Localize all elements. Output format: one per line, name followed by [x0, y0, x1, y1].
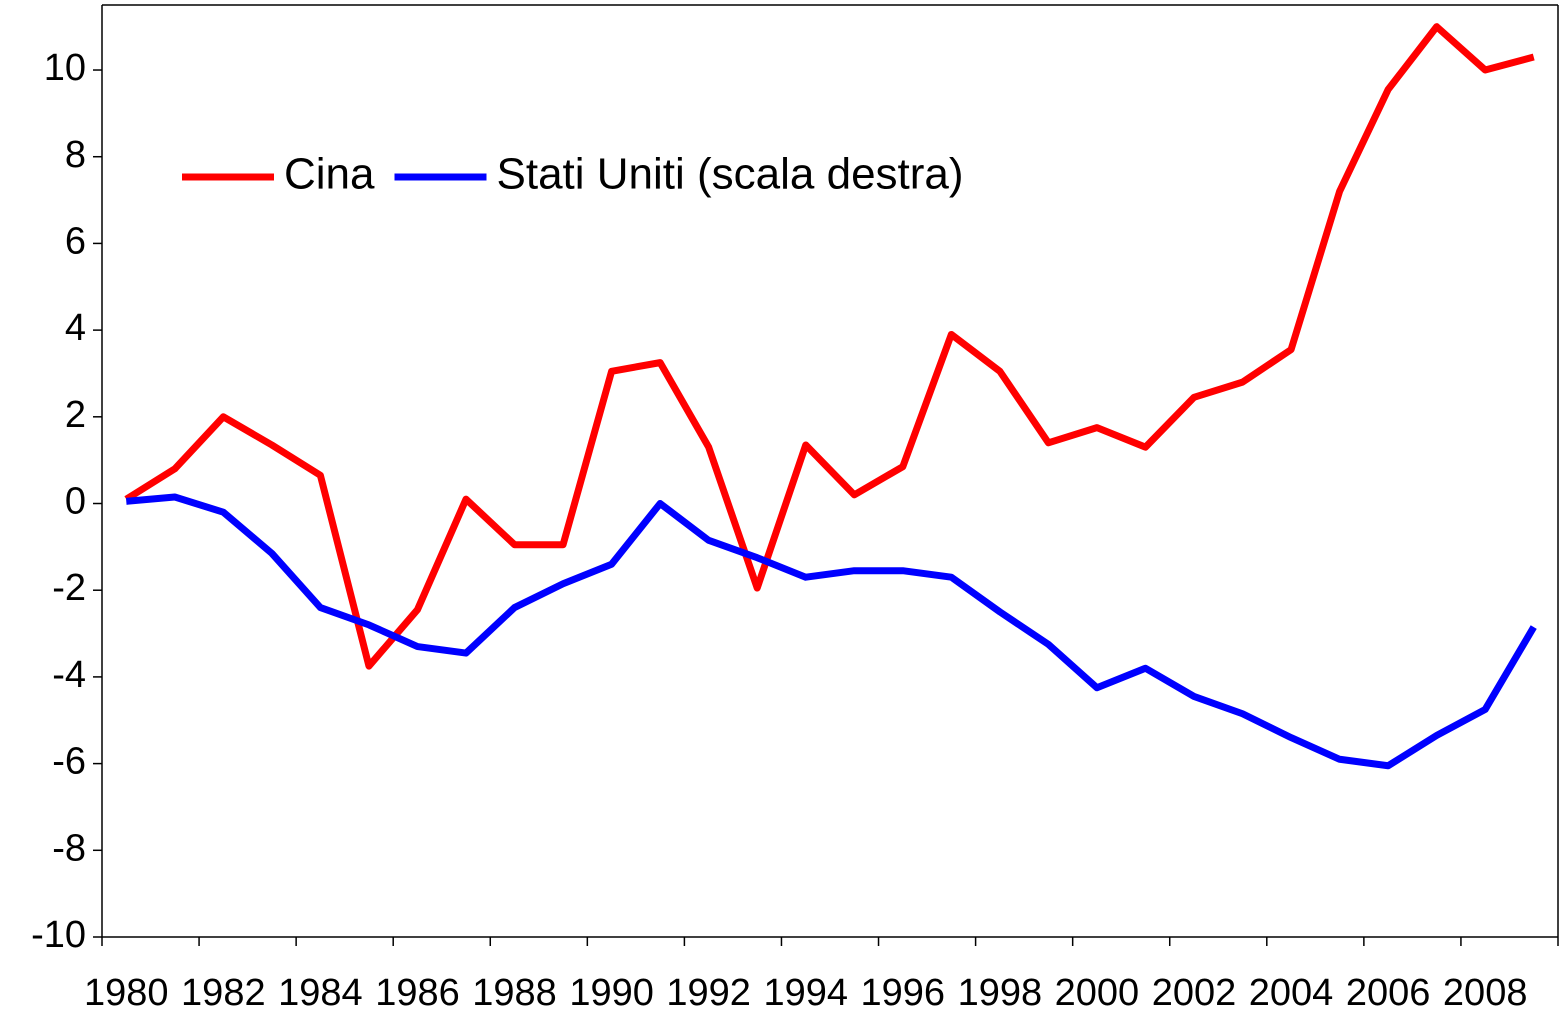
y-tick-label: 2 [65, 394, 86, 436]
x-tick-label: 1984 [278, 972, 363, 1014]
x-tick-label: 1980 [84, 972, 169, 1014]
y-tick-label: -6 [52, 741, 86, 783]
y-tick-label: 8 [65, 134, 86, 176]
x-tick-label: 2008 [1443, 972, 1528, 1014]
y-tick-label: 6 [65, 220, 86, 262]
y-tick-label: -2 [52, 567, 86, 609]
x-tick-label: 2000 [1055, 972, 1140, 1014]
x-tick-label: 1998 [958, 972, 1043, 1014]
x-tick-label: 2006 [1346, 972, 1431, 1014]
y-tick-label: 0 [65, 481, 86, 523]
x-tick-label: 1988 [472, 972, 557, 1014]
x-tick-label: 1992 [666, 972, 751, 1014]
x-tick-label: 1990 [569, 972, 654, 1014]
series-line [124, 23, 1535, 670]
x-tick-label: 1986 [375, 972, 460, 1014]
legend-label: Stati Uniti (scala destra) [497, 150, 964, 199]
x-tick-label: 1982 [181, 972, 266, 1014]
y-tick-label: 4 [65, 307, 86, 349]
x-tick-label: 2002 [1152, 972, 1237, 1014]
y-tick-label: -8 [52, 827, 86, 869]
x-tick-label: 2004 [1249, 972, 1334, 1014]
x-tick-label: 1994 [763, 972, 848, 1014]
x-tick-label: 1996 [861, 972, 946, 1014]
y-tick-label: 10 [44, 47, 86, 89]
legend-label: Cina [284, 150, 375, 199]
series-line [125, 493, 1537, 770]
y-tick-label: -10 [31, 914, 86, 956]
y-tick-label: -4 [52, 654, 86, 696]
